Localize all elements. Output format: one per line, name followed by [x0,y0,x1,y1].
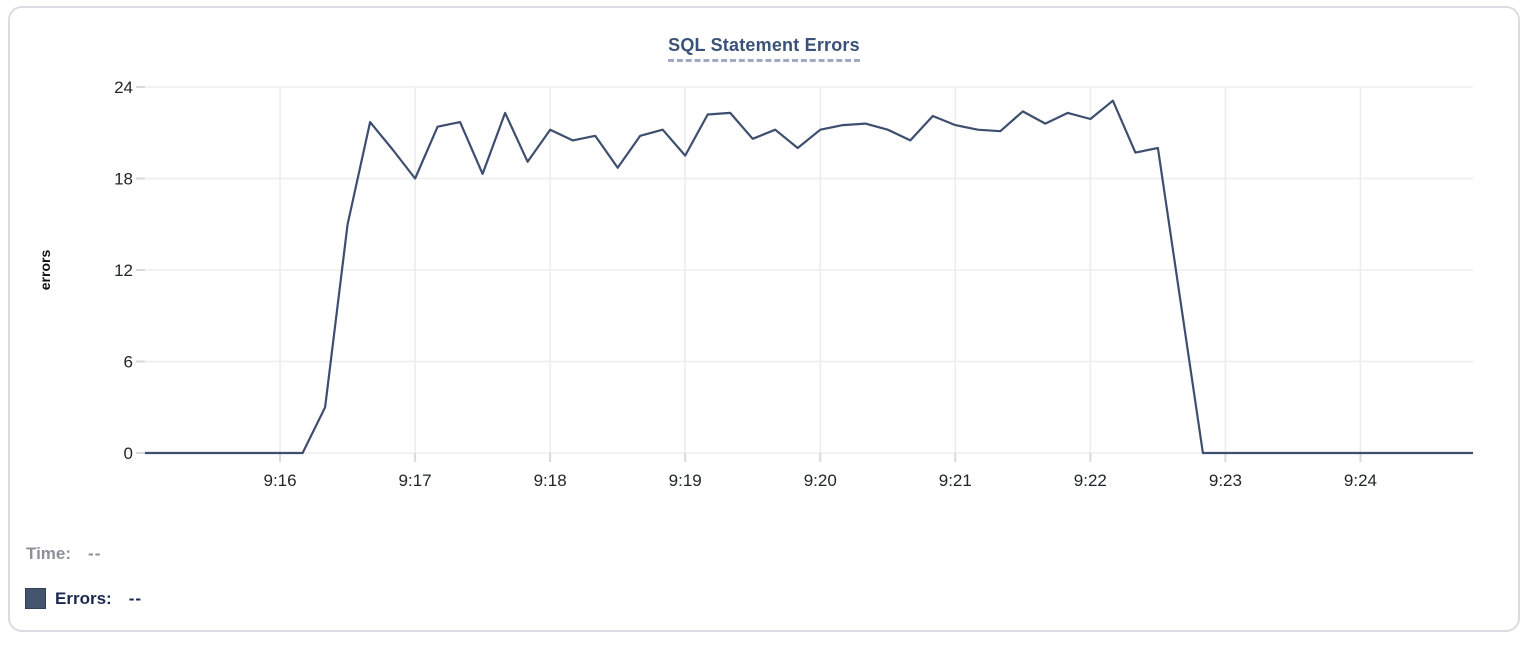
x-tick-label: 9:19 [669,471,702,490]
x-tick-label: 9:22 [1074,471,1107,490]
x-tick-label: 9:24 [1344,471,1377,490]
errors-value: -- [128,588,143,608]
y-tick-label: 18 [114,170,133,189]
errors-chart[interactable]: 0 6 12 18 24 9:16 9:17 9:18 9:19 9:20 9:21 9:22 9:23… [10,8,1520,632]
y-tick-label: 6 [124,353,133,372]
series-line-errors [145,99,1473,455]
x-tick-label: 9:17 [399,471,432,490]
x-tick-label: 9:21 [939,471,972,490]
errors-legend-swatch[interactable] [25,588,46,609]
chart-title[interactable]: SQL Statement Errors [668,35,860,62]
time-readout-row: Time: -- [26,544,101,564]
x-tick-label: 9:16 [264,471,297,490]
y-tick-label: 12 [114,261,133,280]
x-tick-label: 9:23 [1209,471,1242,490]
time-value: -- [88,544,102,563]
x-tick-label: 9:20 [804,471,837,490]
chart-header: SQL Statement Errors [10,35,1518,62]
chart-card: SQL Statement Errors 0 6 12 18 24 9:16 9:17 9:1… [8,6,1520,632]
errors-legend-row[interactable]: Errors: -- [25,588,142,609]
errors-label: Errors: [55,588,112,608]
y-axis-title: errors [37,250,53,291]
time-label: Time: [26,544,72,563]
y-tick-label: 0 [124,444,133,463]
y-tick-label: 24 [114,78,133,97]
x-tick-label: 9:18 [534,471,567,490]
